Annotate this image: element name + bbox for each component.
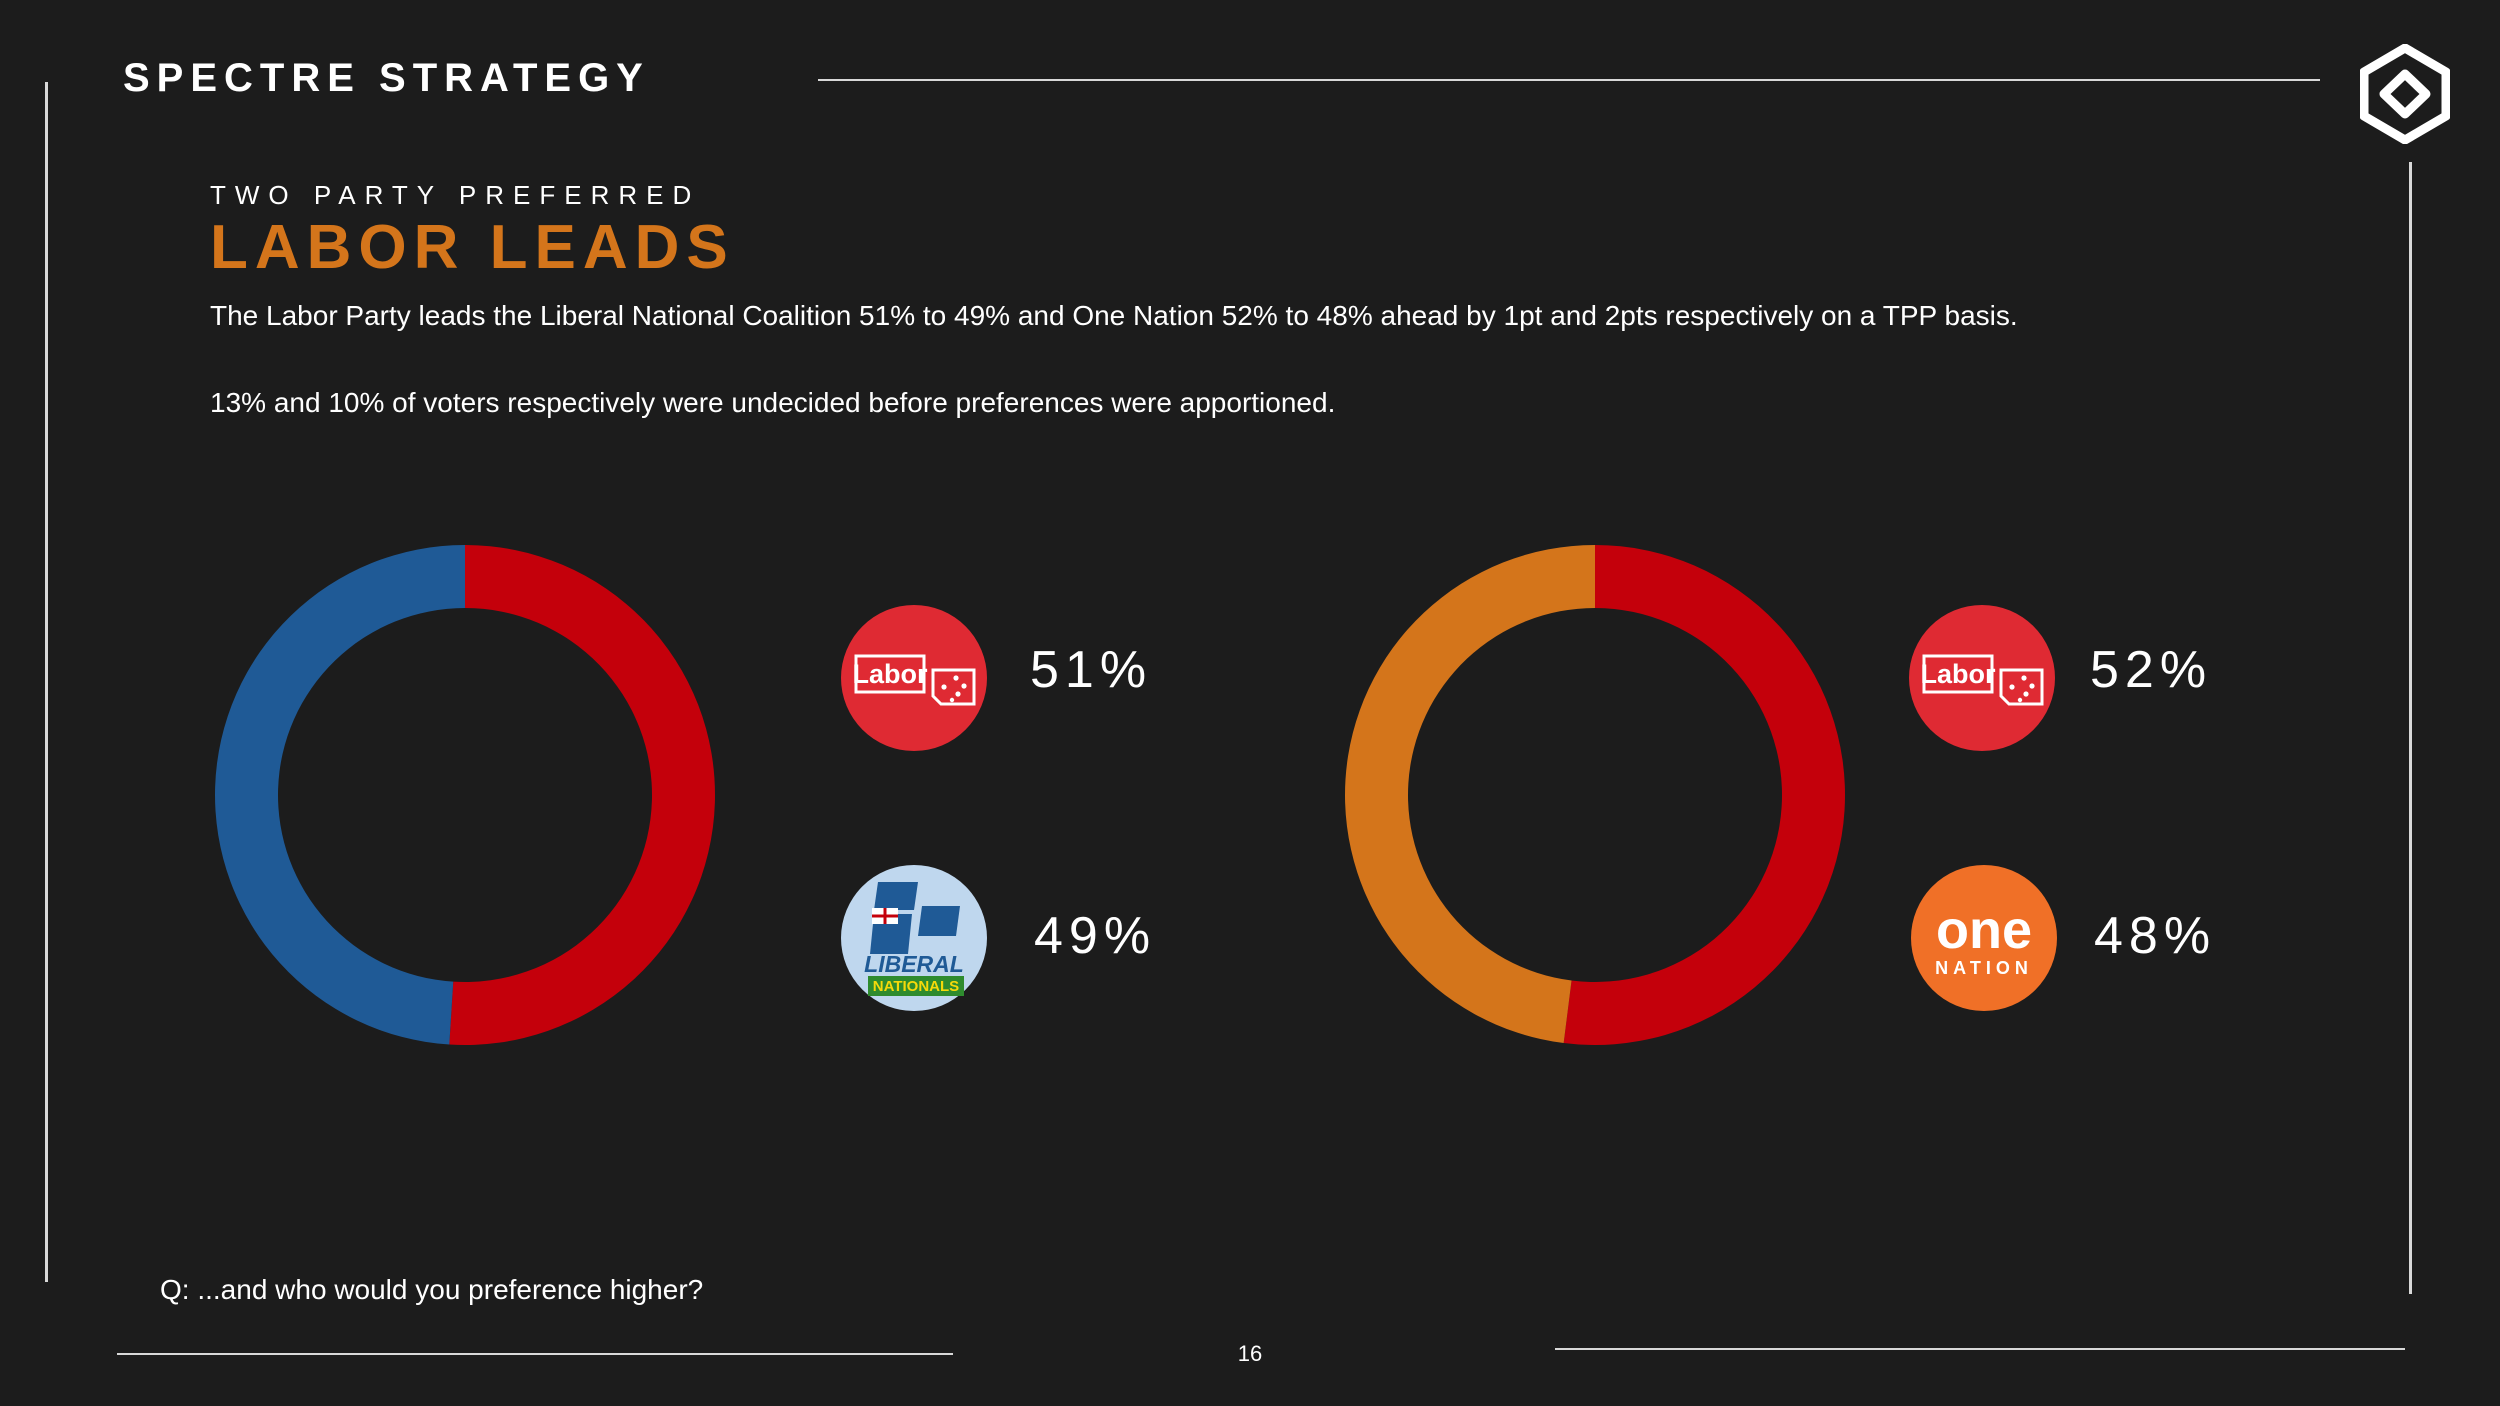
slide-eyebrow: TWO PARTY PREFERRED	[210, 180, 701, 210]
brand-title: SPECTRE STRATEGY	[123, 56, 650, 100]
slide-headline: LABOR LEADS	[210, 213, 735, 282]
labor-logo-icon: Labor	[841, 605, 987, 751]
donut-slice-one-nation	[1344, 545, 1595, 1044]
summary-paragraph: The Labor Party leads the Liberal Nation…	[210, 300, 2018, 331]
frame-left-line	[45, 82, 48, 1282]
pct-one-nation: 48%	[2094, 907, 2217, 965]
donut-slice-labor	[449, 545, 715, 1045]
donut-chart-labor-vs-one-nation	[1344, 545, 1845, 1045]
labor-logo-text: Labor	[1920, 659, 1995, 689]
liberal-nationals-logo-icon: LIBERAL NATIONALS	[841, 865, 987, 1011]
one-nation-logo-icon: one NATION	[1911, 865, 2057, 1011]
liberal-logo-text: LIBERAL	[864, 951, 964, 977]
pct-labor-vs-coalition: 51%	[1030, 641, 1153, 699]
one-nation-logo-bottom-text: NATION	[1935, 958, 2033, 978]
nationals-logo-text: NATIONALS	[873, 978, 959, 995]
footer-rule-left	[117, 1353, 953, 1355]
header-rule	[818, 79, 2320, 81]
labor-logo-icon: Labor	[1909, 605, 2055, 751]
labor-logo-text: Labor	[852, 659, 927, 689]
donut-chart-labor-vs-coalition	[214, 545, 715, 1045]
survey-question: Q: ...and who would you preference highe…	[160, 1274, 704, 1305]
footer-rule-right	[1555, 1348, 2405, 1350]
frame-right-line	[2409, 162, 2412, 1294]
page-number: 16	[1237, 1341, 1263, 1366]
pct-labor-vs-one-nation: 52%	[2090, 641, 2213, 699]
donut-slice-liberal-national-coalition	[214, 545, 465, 1045]
pct-coalition: 49%	[1034, 907, 1157, 965]
donut-slice-labor	[1563, 545, 1845, 1045]
undecided-paragraph: 13% and 10% of voters respectively were …	[210, 387, 1336, 418]
spectre-diamond-logo-icon	[2360, 44, 2450, 144]
one-nation-logo-top-text: one	[1936, 900, 2032, 960]
